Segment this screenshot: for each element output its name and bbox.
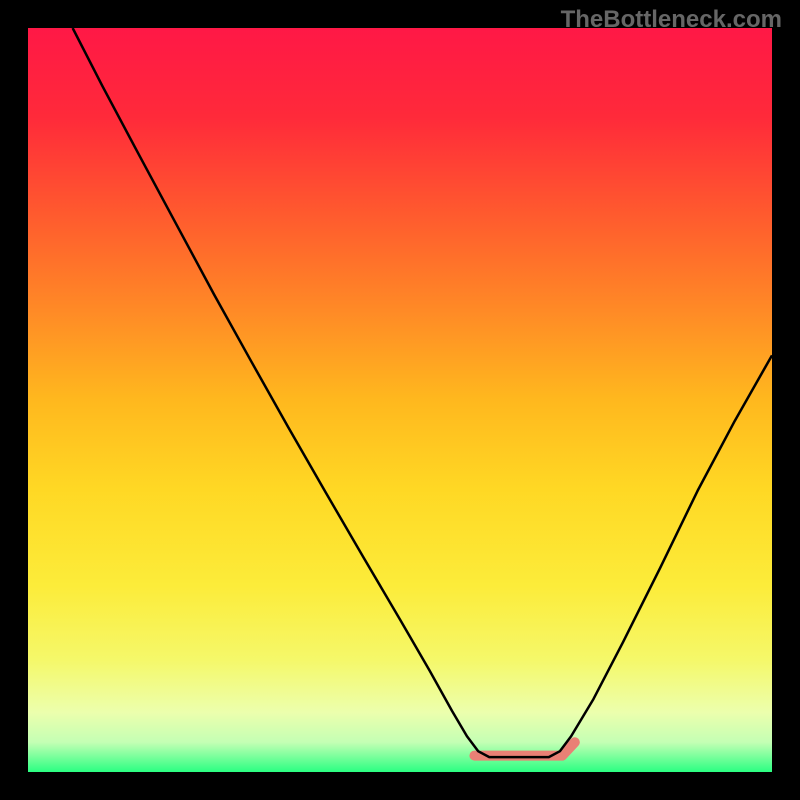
bottleneck-chart: TheBottleneck.com — [0, 0, 800, 800]
plot-area — [28, 28, 772, 772]
watermark-text: TheBottleneck.com — [561, 6, 782, 34]
bottleneck-curve — [73, 28, 772, 757]
curve-layer — [28, 28, 772, 772]
flat-optimum-marker — [474, 742, 574, 755]
